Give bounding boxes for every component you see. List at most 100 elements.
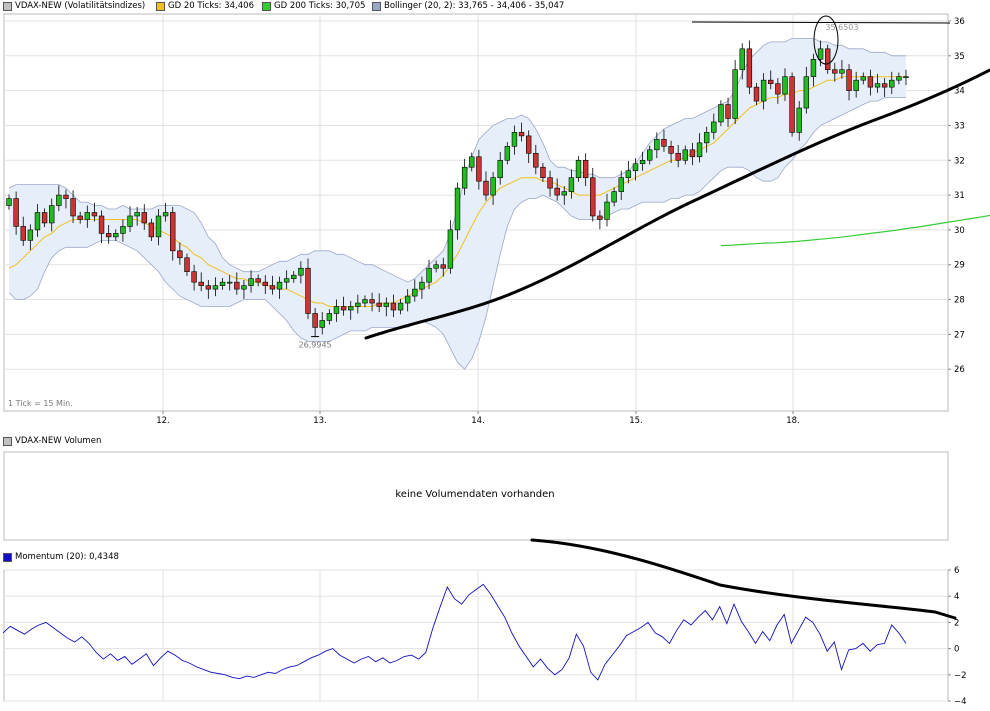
candle-body <box>276 281 283 290</box>
candle-body <box>155 215 162 238</box>
legend-swatch-gd200 <box>262 1 271 11</box>
candle-body <box>41 212 48 224</box>
candle <box>803 66 810 114</box>
candle <box>461 158 468 196</box>
candle <box>177 242 183 265</box>
momentum-legend: Momentum (20): 0,4348 <box>3 552 119 562</box>
candle <box>184 253 190 276</box>
candle <box>269 275 276 295</box>
candle <box>326 309 333 325</box>
candle <box>597 210 603 230</box>
candle-body <box>525 135 532 154</box>
candle <box>483 171 489 201</box>
candle-body <box>262 281 268 286</box>
candle <box>547 170 553 197</box>
candle-body <box>647 149 653 161</box>
candle-body <box>789 76 795 133</box>
candle <box>134 206 140 226</box>
legend-label-bollinger: Bollinger (20, 2): 33,765 - 34,406 - 35,… <box>384 1 565 11</box>
candle-body <box>412 288 418 297</box>
momentum-downtrend-line <box>530 538 957 620</box>
candle <box>98 210 105 244</box>
candle-body <box>77 215 83 220</box>
candle-body <box>824 48 831 71</box>
candle-body <box>810 58 817 77</box>
candle <box>703 126 710 153</box>
candle <box>162 202 169 222</box>
candle <box>34 204 41 237</box>
candle <box>554 178 560 201</box>
candle <box>860 72 866 85</box>
candle-body <box>433 264 439 269</box>
candle-body <box>404 295 411 304</box>
candle-body <box>839 69 845 74</box>
candle-body <box>170 212 176 252</box>
candle <box>234 272 240 295</box>
candle <box>903 69 909 86</box>
x-tick-label: 14. <box>471 416 485 426</box>
candle-body <box>105 233 112 238</box>
candle <box>397 298 404 315</box>
candle <box>91 202 98 222</box>
candle <box>426 259 432 290</box>
candle <box>262 275 268 294</box>
momentum-legend-swatch <box>3 552 12 562</box>
candle-body <box>561 191 567 196</box>
candle-body <box>832 69 838 74</box>
candle <box>618 170 624 200</box>
candle-body <box>732 69 738 119</box>
candle <box>732 59 738 125</box>
candle <box>590 167 596 222</box>
candle-body <box>177 250 183 259</box>
y-tick-label: 36 <box>954 17 965 27</box>
candle <box>746 40 753 95</box>
candle-body <box>696 142 703 158</box>
candle <box>518 122 525 142</box>
candle-body <box>454 187 461 231</box>
candle-body <box>547 177 553 189</box>
momentum-plot-frame <box>3 569 949 702</box>
candle-body <box>56 194 62 206</box>
candle <box>248 270 254 293</box>
hand-drawn-trendlines <box>364 15 990 620</box>
candle <box>298 261 304 284</box>
candle <box>846 64 852 101</box>
candle <box>739 43 745 80</box>
candle-body <box>490 177 496 196</box>
candle <box>84 205 91 228</box>
legend-label-vdax: VDAX-NEW (Volatilitätsindizes) <box>15 1 146 11</box>
candle-body <box>447 229 454 269</box>
candle <box>504 142 511 165</box>
candle <box>639 151 646 171</box>
momentum-y-tick-label: 6 <box>954 566 959 576</box>
momentum-y-tick-label: −2 <box>954 671 967 681</box>
candle <box>312 307 318 338</box>
candle <box>305 258 311 320</box>
momentum-panel: −4 −2 0 2 4 6 <box>2 566 967 707</box>
candle <box>782 68 788 102</box>
candle-body <box>639 159 646 165</box>
x-tick-label: 18. <box>786 416 800 426</box>
candle <box>6 194 12 210</box>
candle-body <box>134 212 140 217</box>
candle-body <box>419 281 425 290</box>
peak-ellipse <box>813 15 839 65</box>
candle <box>13 191 19 235</box>
bollinger-lower-line <box>8 97 906 370</box>
candle <box>867 69 874 96</box>
candle <box>77 211 83 224</box>
y-tick-label: 29 <box>954 261 965 271</box>
y-tick-label: 34 <box>954 87 965 97</box>
candle-body <box>903 76 909 78</box>
momentum-y-tick-label: 2 <box>954 618 959 628</box>
candle-body <box>305 267 311 314</box>
candle-body <box>689 149 696 158</box>
candle-body <box>775 83 781 95</box>
candle <box>696 133 703 163</box>
candle <box>362 295 368 308</box>
candle <box>226 275 233 291</box>
candle <box>340 296 347 316</box>
candle-body <box>383 302 390 307</box>
volume-legend-label: VDAX-NEW Volumen <box>15 436 102 446</box>
